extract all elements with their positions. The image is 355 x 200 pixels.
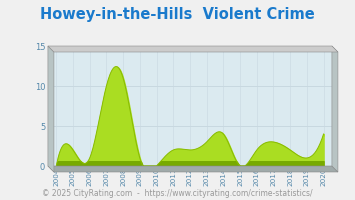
Text: © 2025 CityRating.com  -  https://www.cityrating.com/crime-statistics/: © 2025 CityRating.com - https://www.city…: [42, 189, 313, 198]
Text: Howey-in-the-Hills  Violent Crime: Howey-in-the-Hills Violent Crime: [40, 7, 315, 22]
